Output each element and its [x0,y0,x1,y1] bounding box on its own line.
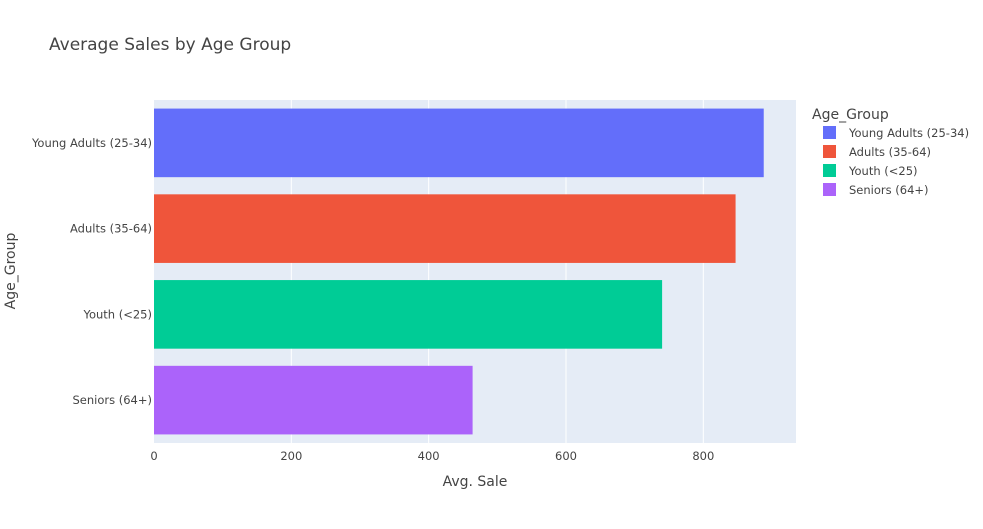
legend-label: Young Adults (25-34) [848,126,969,140]
bar[interactable] [154,108,764,178]
bar[interactable] [154,194,736,263]
x-tick-label: 600 [555,449,577,463]
legend-swatch [823,164,836,177]
x-tick-label: 200 [280,449,302,463]
y-tick-label: Young Adults (25-34) [31,136,152,150]
legend-swatch [823,145,836,158]
legend[interactable]: Age_Group Young Adults (25-34) Adults (35… [812,107,969,197]
legend-title: Age_Group [812,107,889,123]
legend-item[interactable]: Youth (<25) [823,164,918,178]
bars [154,108,764,435]
legend-label: Youth (<25) [848,164,918,178]
chart-title: Average Sales by Age Group [49,35,291,55]
x-axis-title: Avg. Sale [443,474,508,490]
x-tick-label: 800 [692,449,714,463]
legend-item[interactable]: Adults (35-64) [823,145,931,159]
legend-item[interactable]: Seniors (64+) [823,183,929,197]
x-tick-label: 400 [418,449,440,463]
y-tick-label: Seniors (64+) [72,393,152,407]
bar[interactable] [154,365,473,435]
legend-item[interactable]: Young Adults (25-34) [823,126,969,140]
y-tick-label: Youth (<25) [82,307,152,321]
legend-swatch [823,126,836,139]
x-tick-label: 0 [150,449,157,463]
y-axis-ticks: Young Adults (25-34) Adults (35-64) Youth … [31,136,152,407]
legend-label: Adults (35-64) [849,145,931,159]
y-tick-label: Adults (35-64) [70,222,152,236]
bar[interactable] [154,280,663,349]
legend-swatch [823,183,836,196]
x-axis-ticks: 0 200 400 600 800 [150,449,714,463]
y-axis-title: Age_Group [3,233,19,310]
legend-label: Seniors (64+) [849,183,929,197]
